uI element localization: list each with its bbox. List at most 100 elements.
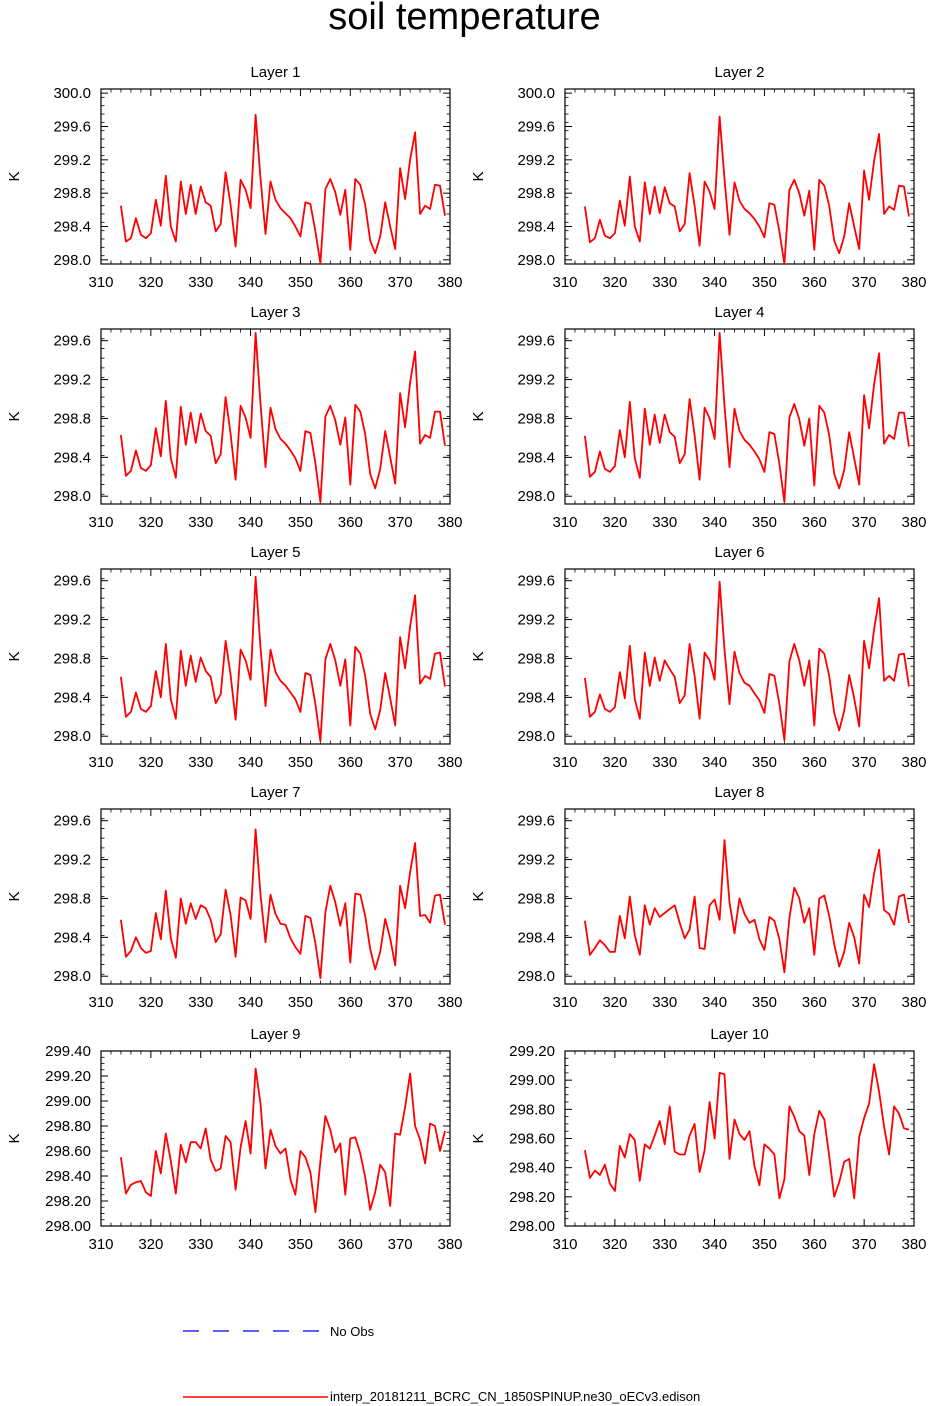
x-tick-label: 340 [238,994,263,1011]
x-tick-label: 340 [238,274,263,291]
x-tick-label: 330 [652,274,677,291]
x-tick-label: 380 [437,514,462,531]
x-tick-label: 320 [602,514,627,531]
x-tick-label: 320 [138,514,163,531]
x-tick-label: 310 [88,274,113,291]
x-tick-label: 320 [602,994,627,1011]
y-tick-label: 299.6 [517,333,555,350]
y-tick-label: 298.4 [517,929,555,946]
panel-layer-4: Layer 4 310 320 330 340 350 360 370 380 298.0 298.… [470,304,927,531]
panel-layer-9: Layer 9 310 320 330 340 350 360 370 380 298.00 298… [6,1026,463,1253]
x-tick-label: 310 [552,994,577,1011]
panel-title: Layer 10 [710,1026,768,1043]
x-tick-label: 380 [901,994,926,1011]
y-tick-label: 298.20 [45,1193,91,1210]
y-tick-label: 298.8 [53,890,91,907]
y-axis-label: K [6,1133,23,1143]
y-tick-label: 298.8 [517,650,555,667]
x-tick-label: 340 [702,514,727,531]
y-tick-label: 298.0 [517,488,555,505]
y-axis-label: K [6,411,23,421]
x-tick-label: 380 [901,514,926,531]
panel-layer-10: Layer 10 310 320 330 340 350 360 370 380 298.00 29… [470,1026,927,1253]
y-tick-label: 298.4 [53,929,91,946]
y-tick-label: 298.40 [509,1160,555,1177]
x-tick-label: 310 [552,514,577,531]
y-tick-label: 299.6 [517,119,555,136]
x-tick-label: 370 [388,274,413,291]
y-axis-label: K [470,651,487,661]
x-tick-label: 340 [702,994,727,1011]
y-tick-label: 299.6 [517,573,555,590]
x-tick-label: 360 [802,994,827,1011]
x-tick-label: 360 [338,754,363,771]
y-tick-label: 298.00 [509,1218,555,1235]
y-tick-label: 298.0 [517,728,555,745]
panel-layer-8: Layer 8 310 320 330 340 350 360 370 380 298.0 298.… [470,784,927,1011]
x-tick-label: 320 [138,274,163,291]
x-tick-label: 380 [901,1236,926,1253]
y-tick-label: 299.2 [53,372,91,389]
x-tick-label: 370 [852,1236,877,1253]
y-tick-label: 299.2 [517,852,555,869]
y-tick-label: 299.6 [53,119,91,136]
y-tick-label: 298.0 [53,252,91,269]
x-tick-label: 340 [238,1236,263,1253]
x-tick-label: 340 [238,514,263,531]
x-tick-label: 340 [702,754,727,771]
x-tick-label: 370 [388,994,413,1011]
x-tick-label: 370 [852,994,877,1011]
panel-layer-1: Layer 1 310 320 330 340 350 360 370 380 298.0 298.… [6,64,463,291]
series-line [120,575,446,742]
x-tick-label: 320 [602,274,627,291]
legend-label-model: interp_20181211_BCRC_CN_1850SPINUP.ne30_… [330,1389,701,1404]
x-tick-label: 360 [338,514,363,531]
x-tick-label: 350 [752,514,777,531]
y-tick-label: 299.6 [53,813,91,830]
series-line [584,580,910,741]
series-line [584,115,910,265]
x-tick-label: 330 [652,514,677,531]
y-tick-label: 298.40 [45,1168,91,1185]
y-tick-label: 298.0 [53,728,91,745]
series-line [120,828,446,980]
x-tick-label: 310 [88,514,113,531]
y-tick-label: 298.80 [45,1118,91,1135]
x-tick-label: 360 [802,1236,827,1253]
y-tick-label: 299.6 [53,573,91,590]
x-tick-label: 310 [88,754,113,771]
panel-title: Layer 7 [250,784,300,801]
y-tick-label: 298.4 [517,689,555,706]
y-tick-label: 298.60 [45,1143,91,1160]
series-line [120,113,446,265]
legend-label-no-obs: No Obs [330,1324,375,1339]
y-tick-label: 298.4 [53,689,91,706]
panel-layer-3: Layer 3 310 320 330 340 350 360 370 380 298.0 298.… [6,304,463,531]
y-tick-label: 298.0 [517,968,555,985]
y-tick-label: 298.8 [53,185,91,202]
y-tick-label: 299.2 [517,152,555,169]
x-tick-label: 340 [238,754,263,771]
x-tick-label: 360 [338,994,363,1011]
x-tick-label: 320 [138,994,163,1011]
y-axis-label: K [6,891,23,901]
y-tick-label: 298.8 [517,185,555,202]
x-tick-label: 350 [752,994,777,1011]
panel-title: Layer 3 [250,304,300,321]
series-line [584,1063,910,1200]
x-tick-label: 310 [88,1236,113,1253]
x-tick-label: 340 [702,274,727,291]
y-tick-label: 298.4 [53,219,91,236]
x-tick-label: 330 [652,754,677,771]
y-tick-label: 299.40 [45,1043,91,1060]
y-tick-label: 299.6 [53,333,91,350]
y-tick-label: 299.00 [509,1072,555,1089]
x-tick-label: 320 [602,1236,627,1253]
series-line [120,1067,446,1214]
x-tick-label: 350 [288,994,313,1011]
x-tick-label: 330 [652,1236,677,1253]
y-tick-label: 298.8 [53,410,91,427]
y-tick-label: 299.20 [509,1043,555,1060]
y-tick-label: 298.00 [45,1218,91,1235]
